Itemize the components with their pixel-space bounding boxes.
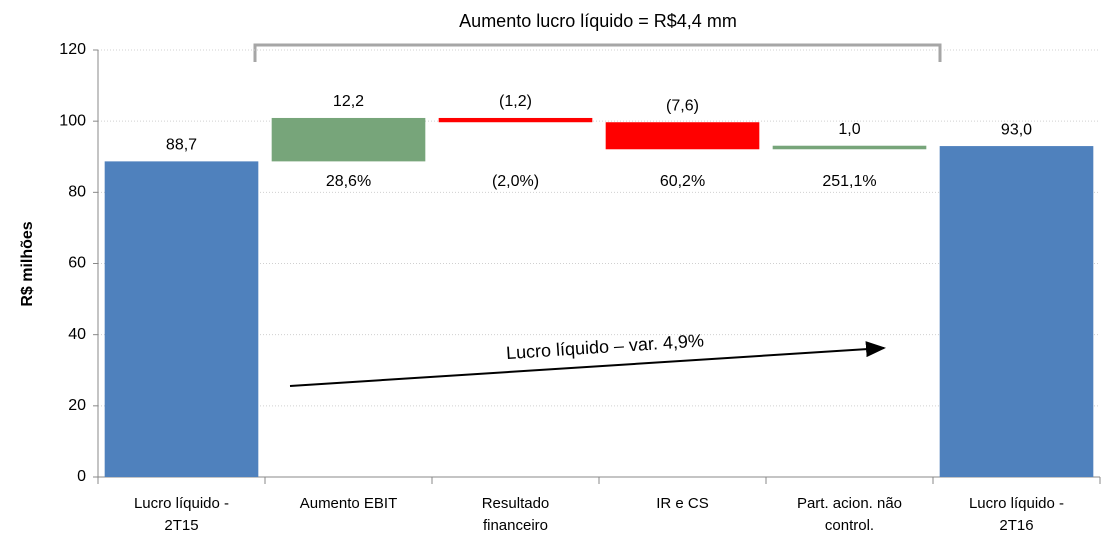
bar: [271, 117, 426, 162]
value-label: 93,0: [1001, 121, 1032, 138]
percent-label: 251,1%: [822, 173, 876, 190]
x-tick-label: 2T16: [999, 517, 1033, 534]
bar: [772, 145, 927, 150]
y-tick-label: 40: [68, 326, 86, 343]
arrow: [289, 341, 886, 387]
percent-label: 60,2%: [660, 173, 705, 190]
value-label: 88,7: [166, 137, 197, 154]
percent-label: (2,0%): [492, 173, 539, 190]
bar: [939, 146, 1094, 477]
value-label: (7,6): [666, 97, 699, 114]
x-tick-label: financeiro: [483, 517, 548, 534]
value-label: 1,0: [838, 121, 860, 138]
y-tick-label: 100: [59, 112, 86, 129]
annotation: Lucro líquido – var. 4,9%: [505, 330, 704, 363]
value-label: (1,2): [499, 93, 532, 110]
chart-title: Aumento lucro líquido = R$4,4 mm: [459, 11, 737, 31]
x-tick-label: Lucro líquido -: [134, 495, 229, 512]
x-tick-label: Lucro líquido -: [969, 495, 1064, 512]
x-tick-label: IR e CS: [656, 495, 709, 512]
x-tick-label: Part. acion. não: [797, 495, 902, 512]
x-tick-label: 2T15: [164, 517, 198, 534]
y-tick-label: 120: [59, 41, 86, 58]
bar: [438, 117, 593, 123]
y-tick-label: 80: [68, 184, 86, 201]
y-tick-label: 20: [68, 397, 86, 414]
bracket: [253, 43, 942, 62]
y-tick-label: 60: [68, 255, 86, 272]
bar: [104, 161, 259, 477]
percent-label: 28,6%: [326, 173, 371, 190]
y-tick-label: 0: [77, 468, 86, 485]
value-label: 12,2: [333, 93, 364, 110]
bar: [605, 122, 760, 150]
x-tick-label: Resultado: [482, 495, 550, 512]
x-tick-label: control.: [825, 517, 874, 534]
x-tick-label: Aumento EBIT: [300, 495, 398, 512]
y-axis-label: R$ milhões: [19, 221, 36, 306]
